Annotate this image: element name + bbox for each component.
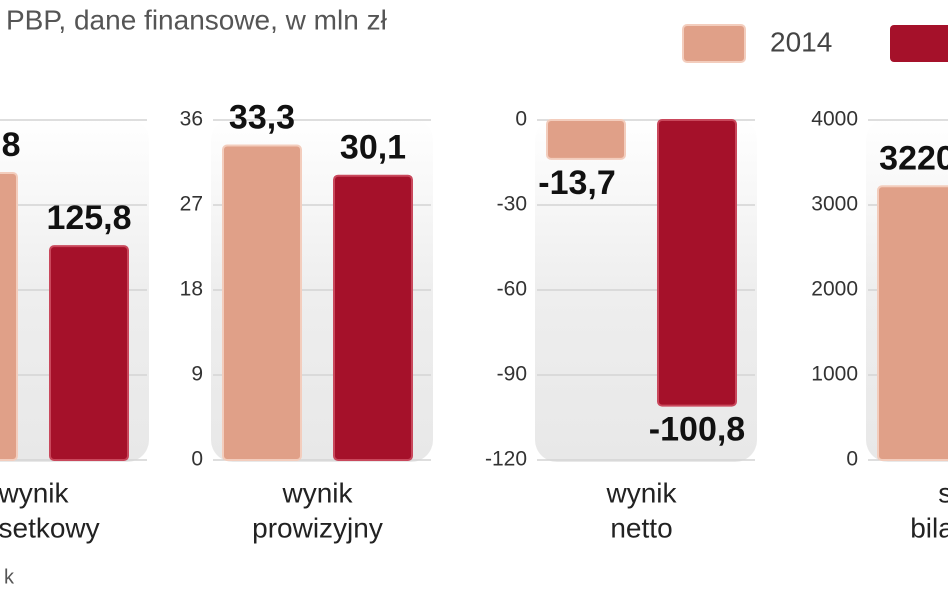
- x-category-label: wynik: [605, 477, 677, 508]
- bar: [222, 144, 302, 461]
- bar: [333, 174, 413, 461]
- legend-label: 2014: [770, 26, 832, 57]
- x-category-label: bilansowa: [910, 512, 948, 543]
- chart-title: PBP, dane finansowe, w mln zł: [6, 4, 388, 35]
- value-label: -100,8: [649, 411, 745, 449]
- y-tick-label: 36: [180, 108, 203, 131]
- x-category-label: prowizyjny: [252, 512, 383, 543]
- y-tick-label: 18: [180, 278, 203, 301]
- y-tick-label: -30: [497, 193, 527, 216]
- value-label: -13,7: [538, 164, 616, 202]
- legend-swatch: [890, 25, 948, 62]
- bar: [0, 172, 18, 461]
- bar: [877, 185, 948, 461]
- x-category-label: wynik: [281, 477, 353, 508]
- x-category-label: odsetkowy: [0, 512, 100, 543]
- x-category-label: wynik: [0, 477, 70, 508]
- x-category-label: suma: [938, 477, 948, 508]
- value-label: 3220: [879, 139, 948, 177]
- source-note: k: [4, 566, 15, 588]
- y-tick-label: 9: [191, 363, 203, 386]
- value-label: 168,8: [0, 126, 21, 164]
- value-label: 125,8: [46, 199, 131, 237]
- value-label: 33,3: [229, 98, 295, 136]
- y-tick-label: 0: [846, 448, 858, 471]
- bar: [657, 119, 737, 407]
- x-category-label: netto: [610, 512, 672, 543]
- bar: [546, 119, 626, 160]
- y-tick-label: 0: [191, 448, 203, 471]
- y-tick-label: 0: [515, 108, 527, 131]
- y-tick-label: 2000: [811, 278, 858, 301]
- legend-swatch: [682, 24, 746, 63]
- y-tick-label: 3000: [811, 193, 858, 216]
- y-tick-label: -90: [497, 363, 527, 386]
- y-tick-label: 27: [180, 193, 203, 216]
- y-tick-label: 4000: [811, 108, 858, 131]
- y-tick-label: -120: [485, 448, 527, 471]
- bar: [49, 245, 129, 461]
- y-tick-label: 1000: [811, 363, 858, 386]
- y-tick-label: -60: [497, 278, 527, 301]
- value-label: 30,1: [340, 129, 406, 167]
